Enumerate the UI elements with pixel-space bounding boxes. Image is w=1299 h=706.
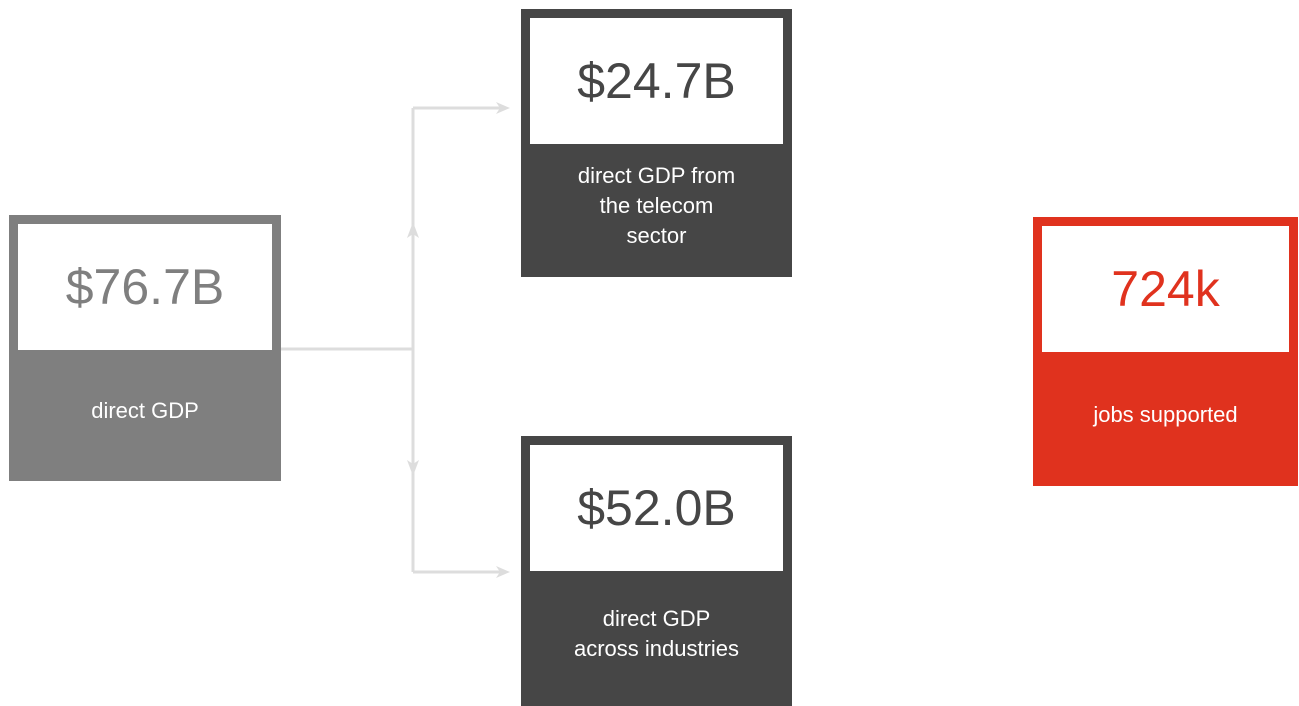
arrowhead: [496, 566, 510, 578]
node: $24.7B direct GDP from the telecom sector: [521, 9, 792, 277]
arrowhead: [496, 102, 510, 114]
node: $52.0B direct GDP across industries: [521, 436, 792, 706]
label-line: jobs supported: [1093, 401, 1238, 427]
node-value: $52.0B: [530, 445, 783, 571]
node-label: direct GDP: [18, 350, 272, 472]
label-line: direct GDP: [602, 606, 711, 631]
node: $76.7B direct GDP: [9, 215, 281, 481]
arrowhead: [407, 222, 419, 238]
node-label: direct GDP from the telecom sector: [530, 144, 783, 268]
label-line: across industries: [573, 636, 740, 661]
label-line: sector: [626, 223, 687, 248]
node-value: $76.7B: [18, 224, 272, 350]
arrowhead: [407, 460, 419, 476]
label-line: direct GDP: [91, 398, 199, 423]
label-line: direct GDP from: [577, 163, 736, 188]
node-label: jobs supported: [1042, 352, 1289, 477]
node-value: $24.7B: [530, 18, 783, 144]
node-label: direct GDP across industries: [530, 571, 783, 697]
node: 724k jobs supported: [1033, 217, 1298, 486]
node-value: 724k: [1042, 226, 1289, 352]
label-line: the telecom: [599, 193, 714, 218]
